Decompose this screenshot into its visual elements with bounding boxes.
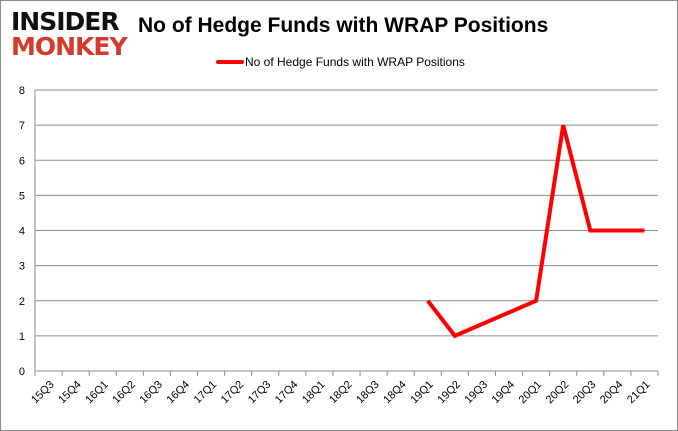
logo-line-1: INSIDER bbox=[11, 7, 120, 36]
x-tick-label: 16Q2 bbox=[110, 379, 138, 407]
x-tick-label: 17Q1 bbox=[192, 379, 220, 407]
x-tick-label: 20Q1 bbox=[517, 379, 545, 407]
y-tick-label: 3 bbox=[19, 261, 25, 273]
y-tick-label: 6 bbox=[19, 155, 25, 167]
legend-label: No of Hedge Funds with WRAP Positions bbox=[245, 55, 465, 69]
x-tick-label: 15Q4 bbox=[56, 379, 84, 407]
x-tick-label: 18Q3 bbox=[354, 379, 382, 407]
x-tick-label: 16Q1 bbox=[83, 379, 111, 407]
x-tick-label: 18Q4 bbox=[381, 379, 409, 407]
x-tick-label: 15Q3 bbox=[29, 379, 57, 407]
y-tick-label: 8 bbox=[19, 85, 25, 97]
y-tick-label: 1 bbox=[19, 331, 25, 343]
x-tick-label: 21Q1 bbox=[625, 379, 653, 407]
x-tick-label: 19Q2 bbox=[435, 379, 463, 407]
logo-line-2: MONKEY bbox=[11, 32, 128, 61]
y-tick-label: 7 bbox=[19, 120, 25, 132]
legend-swatch bbox=[216, 60, 244, 64]
insider-monkey-logo: INSIDER MONKEY bbox=[11, 7, 128, 61]
x-tick-label: 16Q4 bbox=[165, 379, 193, 407]
legend: No of Hedge Funds with WRAP Positions bbox=[216, 55, 465, 69]
y-tick-label: 0 bbox=[19, 366, 25, 378]
series-line bbox=[426, 124, 645, 339]
y-tick-label: 4 bbox=[19, 226, 25, 238]
x-tick-label: 19Q4 bbox=[490, 379, 518, 407]
x-tick-label: 16Q3 bbox=[137, 379, 165, 407]
y-tick-label: 2 bbox=[19, 296, 25, 308]
x-tick-label: 20Q4 bbox=[598, 379, 626, 407]
y-tick-label: 5 bbox=[19, 190, 25, 202]
x-tick-label: 17Q2 bbox=[219, 379, 247, 407]
x-tick-label: 20Q2 bbox=[544, 379, 572, 407]
x-tick-label: 19Q3 bbox=[463, 379, 491, 407]
x-tick-label: 18Q1 bbox=[300, 379, 328, 407]
chart-title: No of Hedge Funds with WRAP Positions bbox=[138, 14, 549, 37]
x-tick-label: 17Q3 bbox=[246, 379, 274, 407]
x-tick-label: 18Q2 bbox=[327, 379, 355, 407]
x-tick-label: 17Q4 bbox=[273, 379, 301, 407]
x-tick-label: 19Q1 bbox=[408, 379, 436, 407]
x-tick-label: 20Q3 bbox=[571, 379, 599, 407]
